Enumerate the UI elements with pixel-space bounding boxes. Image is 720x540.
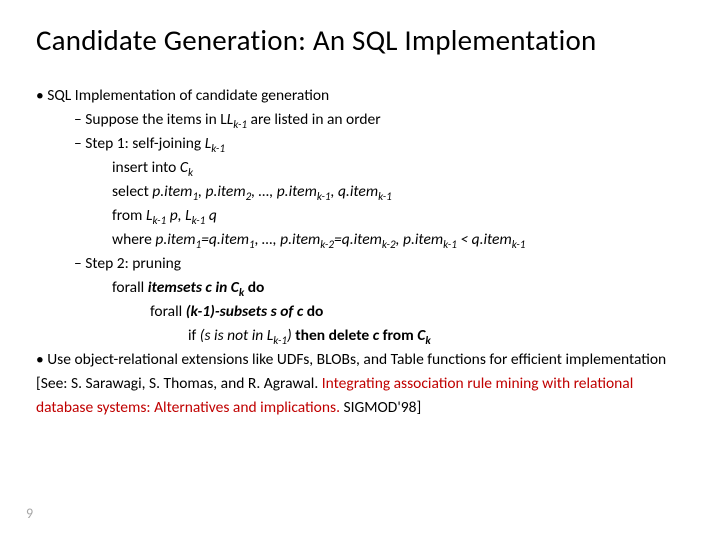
t: q.item <box>342 230 382 249</box>
t: itemsets c in C <box>148 278 239 297</box>
t: Lk-1 p, Lk-1 q <box>146 206 217 225</box>
sub-step1: Step 1: self-joining Lk-1 <box>74 132 684 156</box>
t: , …, <box>255 230 280 249</box>
sub: k-1 <box>317 189 331 203</box>
t: Step 2: pruning <box>85 254 181 273</box>
line-forall1: forall itemsets c in Ck do <box>112 276 684 300</box>
t: then delete <box>295 326 372 345</box>
t: from <box>379 326 417 345</box>
t: Lk-1 <box>227 110 247 129</box>
t: (s is not in L <box>200 326 274 345</box>
sub: k-1 <box>273 333 287 347</box>
t: SIGMOD'98] <box>343 398 421 417</box>
sub: k <box>425 333 430 347</box>
sub: k-1 <box>443 237 457 251</box>
sub: k-2 <box>320 237 334 251</box>
t: Suppose the items in L <box>85 110 227 129</box>
t: p.item <box>403 230 443 249</box>
t: p, <box>166 206 185 225</box>
t: forall <box>150 302 186 321</box>
t: (k-1)-subsets s of c <box>186 302 303 321</box>
line-if: if (s is not in Lk-1) then delete c from… <box>188 324 684 348</box>
sub: k-1 <box>378 189 392 203</box>
t: if <box>188 326 200 345</box>
line-insert: insert into Ck <box>112 156 684 180</box>
t: q.item <box>472 230 512 249</box>
sub: k-1 <box>211 141 225 155</box>
line-forall2: forall (k-1)-subsets s of c do <box>150 300 684 324</box>
t: p.item <box>205 182 245 201</box>
sub: k <box>188 165 193 179</box>
t: = <box>201 230 209 249</box>
t: , <box>396 230 403 249</box>
t: = <box>334 230 342 249</box>
t: p.item1, p.item2, …, p.itemk-1, q.itemk-… <box>152 182 392 201</box>
t: p.item <box>280 230 320 249</box>
bullet-1-text: SQL Implementation of candidate generati… <box>47 86 329 105</box>
t: select <box>112 182 152 201</box>
sub: k-2 <box>382 237 396 251</box>
t: p.item1=q.item1, …, p.itemk-2=q.itemk-2,… <box>155 230 525 249</box>
t: q.item <box>209 230 249 249</box>
t: Ck <box>180 158 193 177</box>
t: Ck <box>417 326 430 345</box>
t: , <box>331 182 338 201</box>
line-select: select p.item1, p.item2, …, p.itemk-1, q… <box>112 180 684 204</box>
t: p.item <box>155 230 195 249</box>
sub: k-1 <box>512 237 526 251</box>
t: do <box>303 302 323 321</box>
t: q.item <box>338 182 378 201</box>
t: q <box>205 206 216 225</box>
t: itemsets c in Ck <box>148 278 244 297</box>
t: , …, <box>251 182 276 201</box>
sub: k-1 <box>192 213 206 227</box>
t: insert into <box>112 158 180 177</box>
t: Lk-1 <box>205 134 225 153</box>
line-where: where p.item1=q.item1, …, p.itemk-2=q.it… <box>112 228 684 252</box>
t: forall <box>112 278 148 297</box>
t: where <box>112 230 155 249</box>
bullet-2: Use object-relational extensions like UD… <box>36 348 684 420</box>
slide-body: SQL Implementation of candidate generati… <box>36 84 684 420</box>
slide-title: Candidate Generation: An SQL Implementat… <box>36 22 684 58</box>
line-from: from Lk-1 p, Lk-1 q <box>112 204 684 228</box>
bullet-1: SQL Implementation of candidate generati… <box>36 84 684 108</box>
t: do <box>244 278 264 297</box>
sub-step2: Step 2: pruning <box>74 252 684 276</box>
sub-suppose: Suppose the items in LLk-1 are listed in… <box>74 108 684 132</box>
t: < <box>457 230 472 249</box>
t: from <box>112 206 146 225</box>
page-number: 9 <box>26 505 33 522</box>
sub: k-1 <box>152 213 166 227</box>
sub: k-1 <box>233 117 247 131</box>
t: are listed in an order <box>247 110 381 129</box>
t: C <box>180 158 188 177</box>
t: p.item <box>277 182 317 201</box>
t: Step 1: self-joining <box>85 134 205 153</box>
t: (s is not in Lk-1) <box>200 326 295 345</box>
t: p.item <box>152 182 192 201</box>
